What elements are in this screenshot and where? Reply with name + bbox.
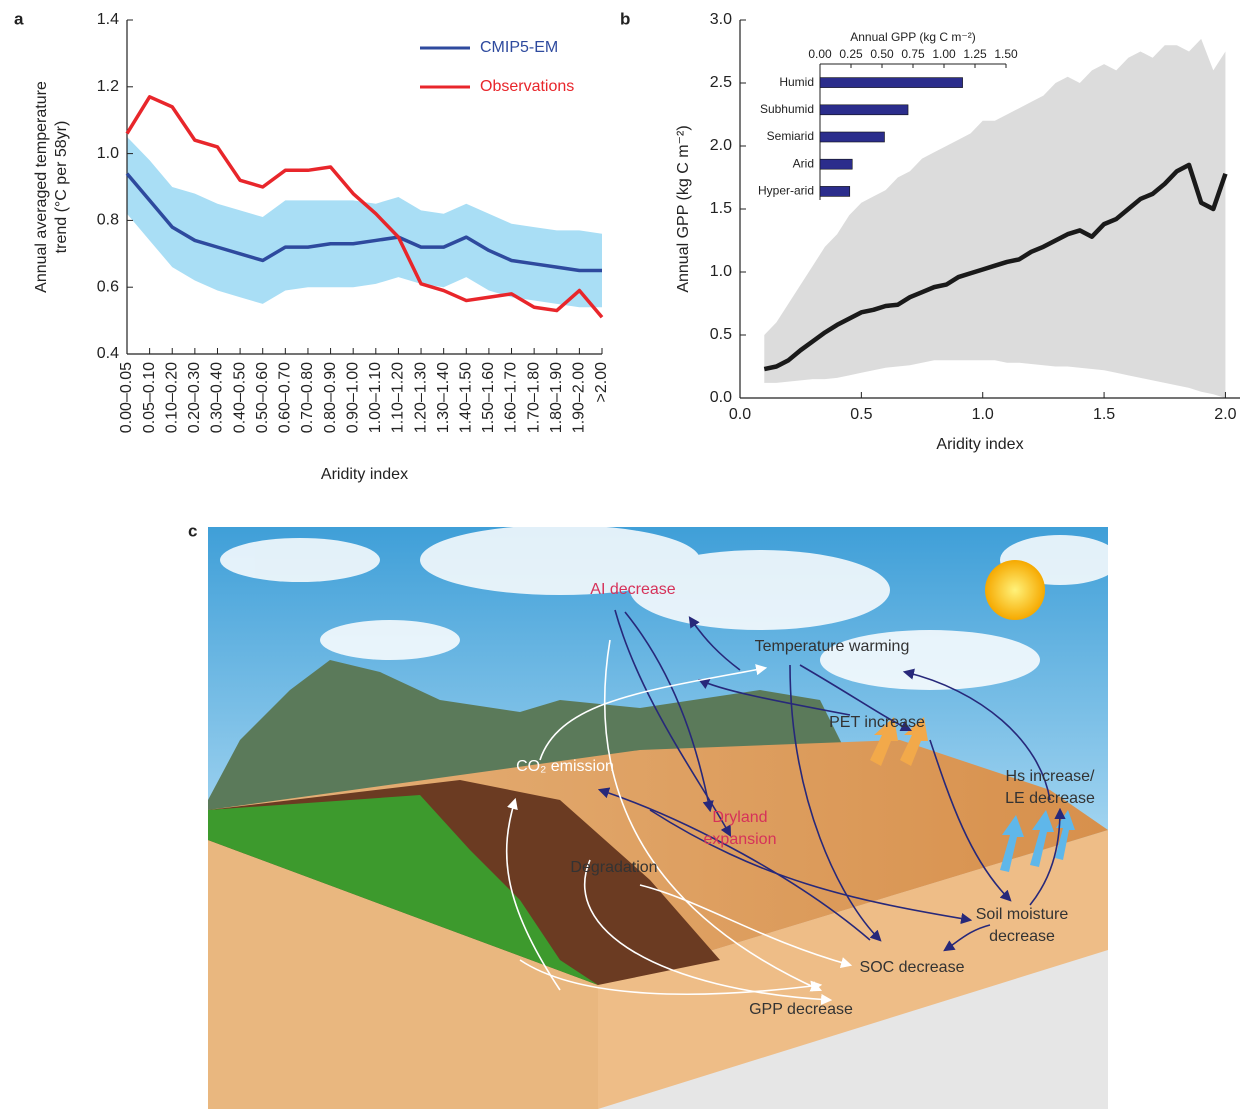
x-tick-label: 1.30–1.40 [435,362,452,433]
x-tick-label: 0.10–0.20 [163,362,180,433]
inset-title: Annual GPP (kg C m⁻²) [850,30,975,44]
x-tick-label: 1.40–1.50 [458,362,475,433]
y-tick-label: 2.0 [710,137,732,154]
diagram-label: expansion [704,831,777,848]
diagram-label: decrease [989,928,1055,945]
arrows-light [505,639,853,1006]
diagram-label: Hs increase/ [1006,768,1095,785]
diagram-label: PET increase [829,714,925,731]
diagram-label: Soil moisture [976,906,1069,923]
legend-label: CMIP5-EM [480,39,558,56]
y-axis-label: Annual GPP (kg C m⁻²) [675,125,692,292]
series-line [763,162,1228,372]
grassland [208,795,598,985]
x-tick-label: 1.00–1.10 [367,362,384,433]
bar [819,77,963,88]
x-tick-label: 1.50–1.60 [480,362,497,433]
y-tick-label: 3.0 [710,11,732,28]
legend-label: Observations [480,78,574,95]
x-tick-label: 0.00 [808,47,832,61]
band [764,38,1226,399]
x-tick-label: 1.60–1.70 [503,362,520,433]
bar [819,104,909,116]
x-tick-label: 0.90–1.00 [344,362,361,433]
x-tick-label: 1.70–1.80 [525,362,542,433]
x-tick-label: 0.5 [850,406,872,423]
y-axis-label: trend (°C per 58yr) [53,121,70,254]
y-tick-label: Arid [793,156,814,170]
x-tick-label: 1.10–1.20 [390,362,407,433]
panel-label: a [14,9,24,28]
block-right-face [598,830,1108,1109]
y-tick-label: 2.5 [710,74,732,91]
bar [819,131,885,143]
x-tick-label: 0.20–0.30 [186,362,203,433]
x-tick-label: 0.25 [839,47,863,61]
x-tick-label: 0.80–0.90 [322,362,339,433]
x-tick-label: 0.60–0.70 [277,362,294,433]
panel-label: c [188,521,197,540]
x-tick-label: 0.70–0.80 [299,362,316,433]
series-line [125,172,602,273]
diagram-label: Degradation [570,859,657,876]
x-tick-label: 1.5 [1093,406,1115,423]
y-tick-label: Hyper-arid [758,184,814,198]
y-tick-label: 1.5 [710,200,732,217]
bar [819,158,853,170]
y-tick-label: 1.4 [97,11,119,28]
diagram-label: CO₂ emission [516,758,614,775]
y-tick-label: 0.5 [710,326,732,343]
x-tick-label: 1.20–1.30 [412,362,429,433]
y-tick-label: 1.0 [97,145,119,162]
y-tick-label: 0.4 [97,345,119,362]
y-tick-label: Humid [779,75,814,89]
x-axis-label: Aridity index [936,436,1023,453]
diagram-scene [208,525,1120,1109]
x-tick-label: 1.00 [932,47,956,61]
x-tick-label: 0.50–0.60 [254,362,271,433]
block-left-face [208,840,598,1109]
diagram-label: AI decrease [590,581,675,598]
x-tick-label: 0.40–0.50 [231,362,248,433]
y-tick-label: 0.8 [97,212,119,229]
x-tick-label: 1.90–2.00 [571,362,588,433]
x-tick-label: 0.05–0.10 [141,362,158,433]
x-tick-label: 1.80–1.90 [548,362,565,433]
diagram-label: LE decrease [1005,790,1095,807]
diagram-label: Temperature warming [755,638,910,655]
x-axis-label: Aridity index [321,466,408,483]
sun [985,560,1045,620]
diagram-label: Dryland [712,809,767,826]
x-tick-label: 0.00–0.05 [118,362,135,433]
y-tick-label: 1.2 [97,78,119,95]
y-tick-label: 1.0 [710,263,732,280]
x-tick-label: 1.0 [972,406,994,423]
x-tick-label: 0.30–0.40 [209,362,226,433]
y-tick-label: Semiarid [767,129,814,143]
series-line [125,95,604,319]
y-tick-label: 0.0 [710,389,732,406]
panel-label: b [620,9,630,28]
x-tick-label: 0.75 [901,47,925,61]
arrows-dark [597,609,1066,952]
x-tick-label: 0.0 [729,406,751,423]
y-tick-label: 0.6 [97,278,119,295]
y-axis-label: Annual averaged temperature [33,81,50,293]
x-tick-label: 0.50 [870,47,894,61]
bar [819,186,851,197]
band [127,136,602,308]
x-tick-label: 1.25 [963,47,987,61]
diagram-label: GPP decrease [749,1001,853,1018]
y-tick-label: Subhumid [760,102,814,116]
x-tick-label: 2.0 [1214,406,1236,423]
x-tick-label: 1.50 [994,47,1018,61]
pet-arrows [870,717,928,766]
diagram-label: SOC decrease [860,959,965,976]
x-tick-label: >2.00 [593,362,610,403]
